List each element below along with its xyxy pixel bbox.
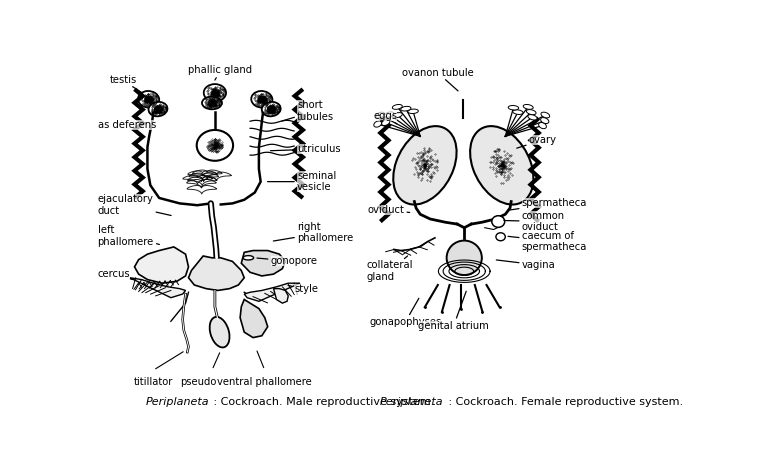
Text: common
oviduct: common oviduct [504, 211, 565, 232]
Text: phallic gland: phallic gland [188, 65, 253, 80]
Ellipse shape [202, 97, 222, 109]
Text: testis: testis [109, 75, 142, 93]
Polygon shape [240, 300, 268, 338]
Ellipse shape [262, 102, 281, 116]
Text: eggs: eggs [373, 111, 397, 124]
Ellipse shape [526, 110, 536, 115]
Polygon shape [135, 247, 188, 283]
Ellipse shape [540, 118, 549, 123]
Text: ventral phallomere: ventral phallomere [217, 377, 312, 388]
Text: : Cockroach. Male reproductive system.: : Cockroach. Male reproductive system. [210, 397, 435, 407]
Polygon shape [188, 256, 245, 291]
Ellipse shape [528, 114, 537, 120]
Ellipse shape [492, 216, 505, 227]
Ellipse shape [251, 91, 273, 108]
Text: vagina: vagina [497, 260, 556, 270]
Text: genital atrium: genital atrium [419, 291, 489, 331]
Ellipse shape [393, 126, 456, 204]
Text: ejaculatory
duct: ejaculatory duct [98, 195, 171, 216]
Polygon shape [241, 251, 285, 276]
Ellipse shape [374, 121, 382, 127]
Text: Periplaneta: Periplaneta [380, 397, 444, 407]
Ellipse shape [393, 113, 402, 118]
Ellipse shape [148, 102, 167, 116]
Text: ovanon tubule: ovanon tubule [402, 68, 474, 91]
Text: gonapophyses: gonapophyses [369, 298, 441, 327]
Ellipse shape [470, 126, 534, 204]
Text: utriculus: utriculus [270, 144, 341, 154]
Ellipse shape [210, 317, 229, 348]
Text: caecum of
spermatheca: caecum of spermatheca [508, 231, 587, 252]
Text: pseudopenis: pseudopenis [180, 377, 244, 388]
Ellipse shape [197, 130, 233, 161]
Ellipse shape [523, 105, 533, 109]
Ellipse shape [392, 105, 402, 109]
Text: seminal
vesicle: seminal vesicle [267, 171, 336, 193]
Ellipse shape [539, 122, 547, 129]
Ellipse shape [408, 109, 419, 114]
Text: gonopore: gonopore [257, 256, 318, 267]
Polygon shape [130, 278, 185, 298]
Polygon shape [245, 283, 300, 301]
Text: titillator: titillator [133, 377, 173, 388]
Text: spermatheca: spermatheca [508, 198, 587, 210]
Text: as deferens: as deferens [98, 120, 156, 130]
Ellipse shape [512, 110, 523, 114]
Text: collateral
gland: collateral gland [366, 256, 413, 282]
Text: left
phallomere: left phallomere [98, 225, 160, 247]
Polygon shape [273, 289, 288, 303]
Text: short
tubules: short tubules [282, 100, 334, 122]
Ellipse shape [204, 84, 226, 101]
Text: right
phallomere: right phallomere [273, 222, 354, 243]
Ellipse shape [376, 112, 385, 118]
Ellipse shape [541, 112, 550, 118]
Ellipse shape [243, 256, 254, 260]
Text: cercus: cercus [98, 269, 132, 280]
Ellipse shape [447, 241, 482, 275]
Ellipse shape [382, 120, 390, 125]
Ellipse shape [138, 91, 159, 108]
Ellipse shape [508, 106, 519, 110]
Text: oviduct: oviduct [367, 204, 410, 215]
Text: style: style [288, 284, 318, 293]
Text: : Cockroach. Female reproductive system.: : Cockroach. Female reproductive system. [445, 397, 683, 407]
Ellipse shape [400, 106, 411, 111]
Text: ovary: ovary [517, 135, 556, 148]
Ellipse shape [496, 233, 506, 241]
Ellipse shape [385, 112, 394, 117]
Text: Periplaneta: Periplaneta [145, 397, 209, 407]
